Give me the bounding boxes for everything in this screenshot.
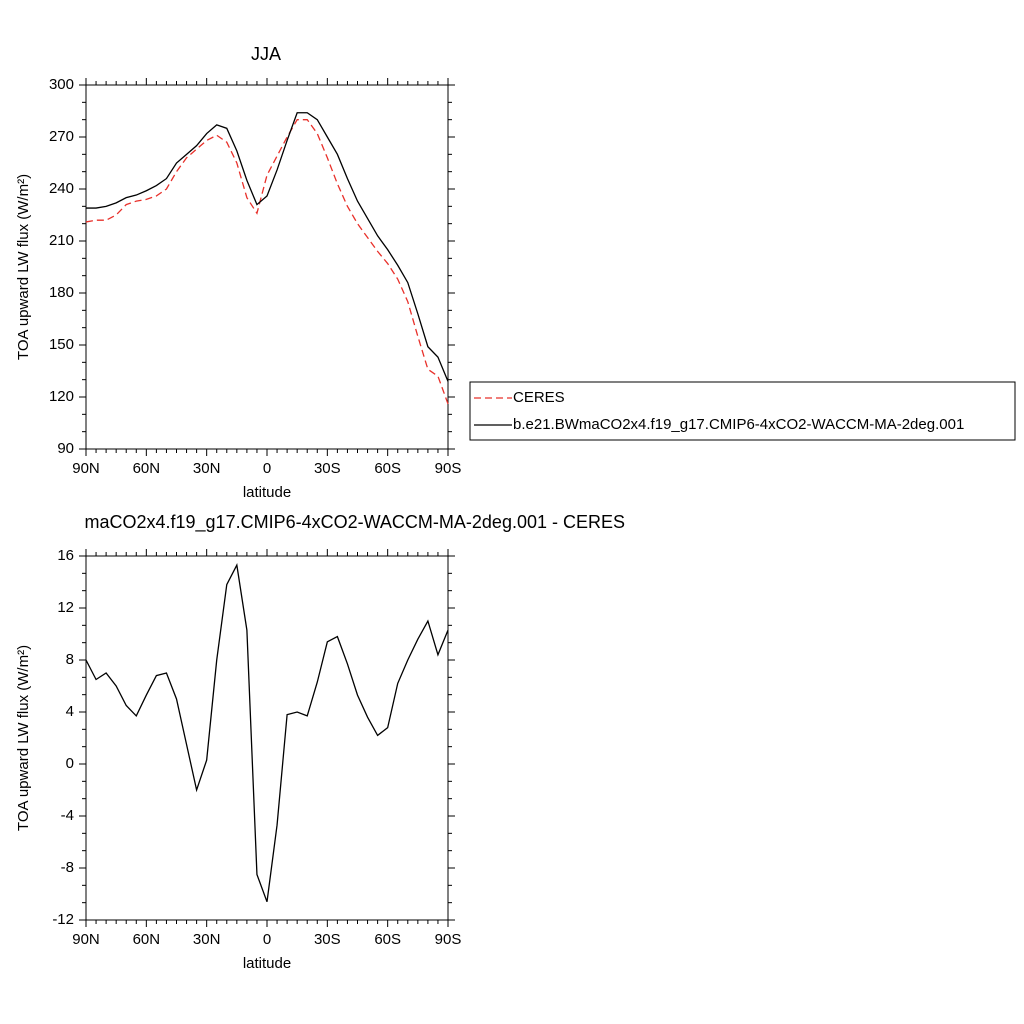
y-tick-label: 300	[49, 76, 74, 93]
x-tick-label: 90N	[72, 931, 100, 948]
legend-label: CERES	[513, 389, 565, 406]
y-tick-label: 150	[49, 336, 74, 353]
x-tick-label: 30S	[314, 460, 341, 477]
plot-frame	[85, 84, 449, 450]
x-tick-label: 60N	[133, 931, 161, 948]
data-line	[85, 563, 449, 903]
legend-frame	[469, 381, 1016, 441]
y-tick-label: 120	[49, 388, 74, 405]
x-tick-label: 30S	[314, 931, 341, 948]
x-axis-label: latitude	[243, 484, 291, 501]
x-axis-label: latitude	[243, 955, 291, 972]
x-tick-label: 90N	[72, 460, 100, 477]
y-tick-label: -4	[61, 807, 74, 824]
chart-title: maCO2x4.f19_g17.CMIP6-4xCO2-WACCM-MA-2de…	[84, 512, 625, 533]
y-tick-label: 240	[49, 180, 74, 197]
y-tick-label: 210	[49, 232, 74, 249]
x-tick-label: 60S	[374, 931, 401, 948]
y-tick-label: 16	[57, 547, 74, 564]
y-tick-label: 270	[49, 128, 74, 145]
y-tick-label: 4	[66, 703, 74, 720]
x-tick-label: 0	[263, 931, 271, 948]
x-tick-label: 60S	[374, 460, 401, 477]
y-tick-label: 12	[57, 599, 74, 616]
x-tick-label: 90S	[435, 460, 462, 477]
data-line	[85, 119, 449, 405]
plot-frame	[85, 555, 449, 921]
y-tick-label: 180	[49, 284, 74, 301]
x-tick-label: 0	[263, 460, 271, 477]
y-tick-label: -8	[61, 859, 74, 876]
y-axis-label: TOA upward LW flux (W/m²)	[15, 645, 32, 831]
legend-label: b.e21.BWmaCO2x4.f19_g17.CMIP6-4xCO2-WACC…	[513, 416, 964, 433]
x-tick-label: 90S	[435, 931, 462, 948]
y-axis-label: TOA upward LW flux (W/m²)	[15, 174, 32, 360]
x-tick-label: 60N	[133, 460, 161, 477]
data-line	[86, 112, 449, 382]
y-tick-label: -12	[52, 911, 74, 928]
x-tick-label: 30N	[193, 460, 221, 477]
x-tick-label: 30N	[193, 931, 221, 948]
chart-title: JJA	[251, 44, 281, 64]
y-tick-label: 90	[57, 440, 74, 457]
y-tick-label: 8	[66, 651, 74, 668]
y-tick-label: 0	[66, 755, 74, 772]
